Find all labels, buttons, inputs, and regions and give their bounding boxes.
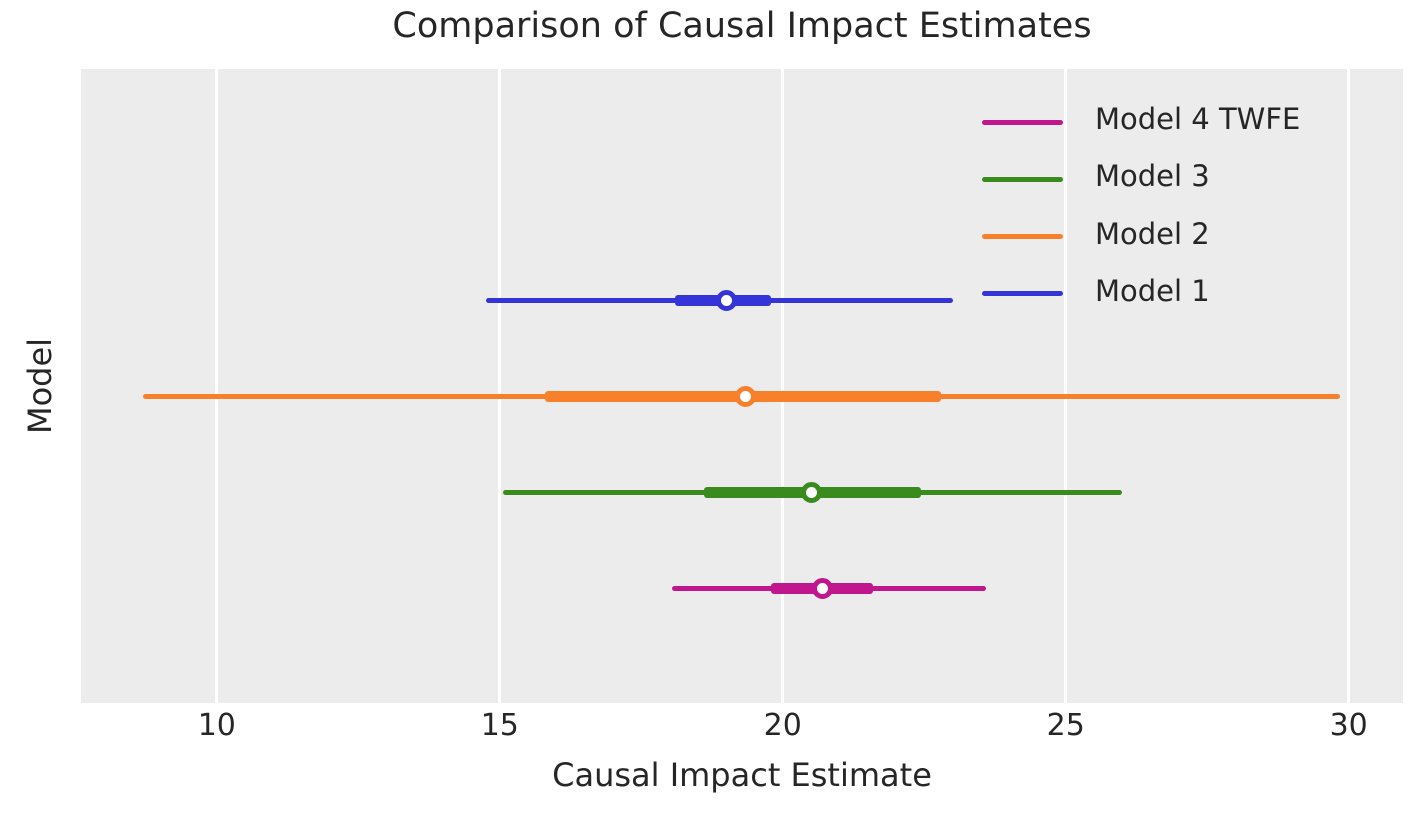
x-tick-label-25: 25 (1046, 708, 1085, 743)
x-axis-label: Causal Impact Estimate (552, 756, 932, 794)
gridline-x-30 (1347, 69, 1351, 703)
legend-label: Model 1 (1095, 273, 1210, 308)
point-estimate-marker-model-1 (715, 289, 737, 311)
legend-swatch-icon (982, 291, 1063, 297)
x-tick-label-10: 10 (197, 708, 236, 743)
x-tick-label-20: 20 (763, 708, 802, 743)
point-estimate-marker-model-4-twfe (811, 577, 833, 599)
x-tick-label-30: 30 (1329, 708, 1368, 743)
plot-area: Model 4 TWFE Model 3 Model 2 Model 1 (81, 69, 1403, 703)
point-estimate-marker-model-2 (735, 385, 757, 407)
legend-label: Model 4 TWFE (1095, 102, 1301, 136)
x-tick-label-15: 15 (480, 708, 519, 743)
legend-label: Model 2 (1095, 216, 1210, 251)
gridline-x-20 (781, 69, 785, 703)
legend-label: Model 3 (1095, 159, 1210, 194)
chart-title: Comparison of Causal Impact Estimates (392, 6, 1092, 46)
gridline-x-10 (215, 69, 219, 703)
gridline-x-25 (1064, 69, 1068, 703)
point-estimate-marker-model-3 (800, 481, 822, 503)
legend-swatch-icon (982, 119, 1063, 125)
legend-swatch-icon (982, 176, 1063, 182)
legend-swatch-icon (982, 234, 1063, 240)
y-axis-label: Model (21, 337, 59, 435)
gridline-x-15 (498, 69, 502, 703)
